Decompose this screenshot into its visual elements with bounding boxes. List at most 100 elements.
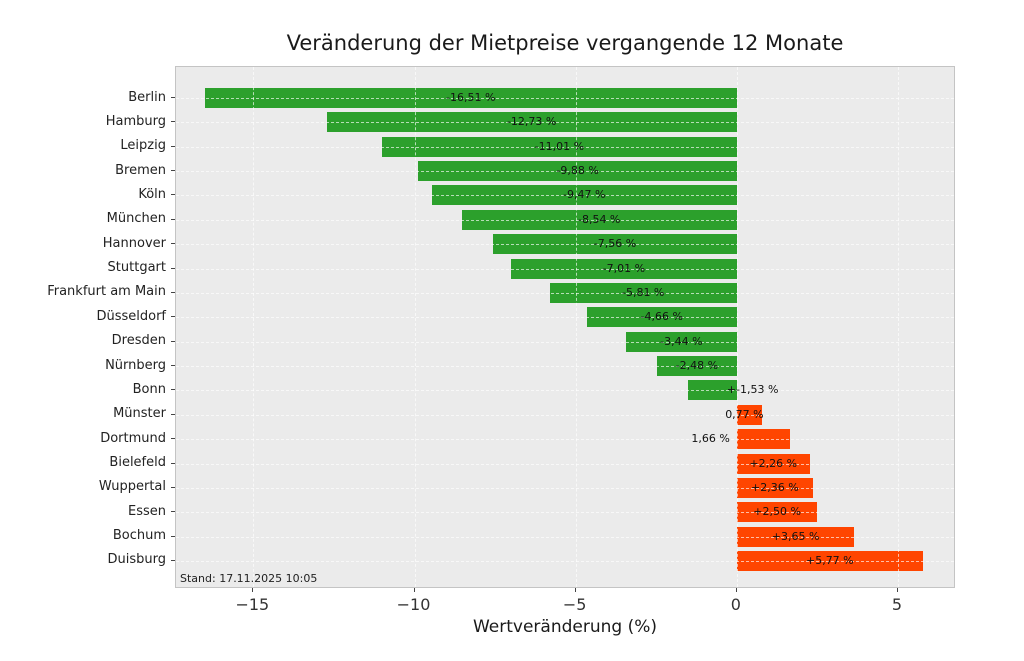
- gridline-vertical: [253, 67, 255, 587]
- gridline-horizontal: [176, 536, 954, 538]
- y-axis-tick: [171, 316, 175, 318]
- gridline-horizontal: [176, 439, 954, 441]
- gridline-horizontal: [176, 122, 954, 124]
- bar-value-label-bochum: +3,65 %: [771, 529, 820, 543]
- y-axis-label-hannover: Hannover: [102, 235, 166, 251]
- gridline-horizontal: [176, 463, 954, 465]
- gridline-horizontal: [176, 244, 954, 246]
- x-axis-tick-label: 5: [891, 595, 903, 614]
- bar-value-label-stuttgart: -7,01 %: [602, 261, 646, 275]
- y-axis-tick: [171, 121, 175, 123]
- gridline-horizontal: [176, 487, 954, 489]
- bar-value-label-leipzig: -11,01 %: [534, 139, 585, 153]
- gridline-horizontal: [176, 317, 954, 319]
- x-axis-tick-label: −10: [396, 595, 431, 614]
- y-axis-tick: [171, 365, 175, 367]
- y-axis-tick: [171, 511, 175, 513]
- y-axis-label-stuttgart: Stuttgart: [107, 260, 166, 276]
- gridline-horizontal: [176, 366, 954, 368]
- y-axis-label-dortmund: Dortmund: [100, 430, 166, 446]
- bar-value-label-wuppertal: +2,36 %: [751, 480, 799, 494]
- y-axis-label-nurnberg: Nürnberg: [105, 357, 166, 373]
- gridline-vertical: [575, 67, 577, 587]
- plot-area: -16,51 % -12,73 % -11,01 % -9,88 % -9,47 % -8…: [175, 66, 955, 588]
- gridline-vertical: [897, 67, 899, 587]
- y-axis-tick: [171, 559, 175, 561]
- x-axis-tick: [252, 588, 254, 592]
- y-axis-tick: [171, 340, 175, 342]
- gridline-vertical: [414, 67, 416, 587]
- y-axis-label-munster: Münster: [113, 406, 166, 422]
- y-axis-label-bremen: Bremen: [115, 162, 166, 178]
- gridline-horizontal: [176, 341, 954, 343]
- y-axis-tick: [171, 145, 175, 147]
- gridline-horizontal: [176, 219, 954, 221]
- bar-value-label-bremen: -9,88 %: [556, 164, 599, 178]
- gridline-vertical: [736, 67, 738, 587]
- y-axis-label-hamburg: Hamburg: [105, 113, 166, 129]
- x-axis-tick-label: −15: [235, 595, 270, 614]
- chart-title: Veränderung der Mietpreise vergangende 1…: [286, 31, 844, 55]
- bar-value-label-munchen: -8,54 %: [577, 212, 621, 226]
- bar-value-label-dresden: -3,44 %: [660, 334, 703, 348]
- y-axis-tick: [171, 413, 175, 415]
- y-axis-tick: [171, 486, 175, 488]
- bar-value-label-duisburg: +5,77 %: [805, 553, 854, 567]
- bar-value-label-nurnberg: -2,48 %: [675, 359, 719, 373]
- y-axis-label-essen: Essen: [128, 503, 166, 519]
- x-axis-title: Wertveränderung (%): [472, 617, 658, 637]
- bar-value-label-frankfurt-am-main: -5,81 %: [621, 285, 665, 299]
- y-axis-tick: [171, 389, 175, 391]
- y-axis-tick: [171, 97, 175, 98]
- y-axis-label-bochum: Bochum: [112, 528, 166, 544]
- bar-value-label-berlin: -16,51 %: [446, 91, 496, 104]
- x-axis-tick: [896, 588, 898, 592]
- bar-value-label-koln: -9,47 %: [562, 188, 606, 202]
- gridline-horizontal: [176, 195, 954, 197]
- y-axis-label-bonn: Bonn: [132, 381, 166, 397]
- gridline-horizontal: [176, 268, 954, 270]
- y-axis-tick: [171, 291, 175, 293]
- y-axis-label-bielefeld: Bielefeld: [109, 455, 166, 471]
- gridline-horizontal: [176, 414, 954, 416]
- gridline-horizontal: [176, 98, 954, 99]
- y-axis-label-koln: Köln: [138, 186, 166, 202]
- bar-value-label-hamburg: -12,73 %: [506, 115, 557, 129]
- y-axis-label-berlin: Berlin: [128, 89, 166, 105]
- x-axis-tick: [574, 588, 576, 592]
- y-axis-tick: [171, 267, 175, 269]
- bar-value-label-bonn: +-1,53 %: [726, 383, 779, 397]
- gridline-horizontal: [176, 146, 954, 148]
- y-axis-tick: [171, 170, 175, 172]
- y-axis-label-leipzig: Leipzig: [120, 138, 166, 154]
- y-axis-label-munchen: München: [106, 211, 166, 227]
- bar-value-label-essen: +2,50 %: [753, 505, 801, 519]
- y-axis-label-dresden: Dresden: [111, 333, 166, 349]
- y-axis-tick: [171, 462, 175, 464]
- y-axis-label-wuppertal: Wuppertal: [98, 479, 166, 495]
- y-axis-label-duisburg: Duisburg: [107, 552, 167, 568]
- y-axis-tick: [171, 218, 175, 220]
- y-axis-label-frankfurt-am-main: Frankfurt am Main: [47, 284, 166, 300]
- gridline-horizontal: [176, 560, 954, 562]
- gridline-horizontal: [176, 390, 954, 392]
- y-axis-tick: [171, 438, 175, 440]
- bar-value-label-bielefeld: +2,26 %: [749, 456, 798, 470]
- y-axis-tick: [171, 535, 175, 537]
- x-axis-tick-label: −5: [562, 595, 587, 614]
- bar-value-label-dusseldorf: -4,66 %: [640, 310, 683, 324]
- y-axis-tick: [171, 194, 175, 196]
- gridline-horizontal: [176, 292, 954, 294]
- gridline-horizontal: [176, 171, 954, 173]
- footnote-stand-timestamp: Stand: 17.11.2025 10:05: [180, 572, 318, 585]
- y-axis-tick: [171, 243, 175, 245]
- bar-value-label-hannover: -7,56 %: [593, 237, 637, 251]
- x-axis-tick: [735, 588, 737, 592]
- x-axis-tick-label: 0: [730, 595, 741, 614]
- bar-value-label-dortmund: 1,66 %: [691, 432, 730, 446]
- y-axis-label-dusseldorf: Düsseldorf: [96, 308, 166, 324]
- gridline-horizontal: [176, 512, 954, 514]
- x-axis-tick: [413, 588, 415, 592]
- bar-value-label-munster: 0,77 %: [725, 407, 764, 421]
